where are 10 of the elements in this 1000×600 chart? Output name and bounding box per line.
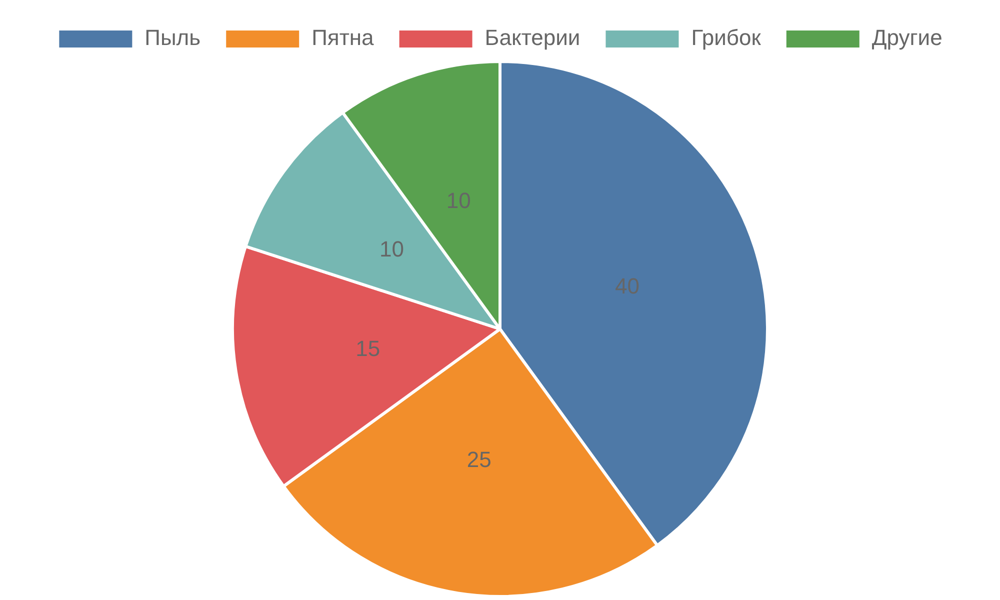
data-label: 15: [356, 336, 380, 361]
legend-label: Пыль: [144, 25, 201, 50]
data-label: 25: [466, 447, 492, 472]
legend-label: Грибок: [691, 25, 762, 50]
data-label: 10: [446, 188, 471, 213]
legend-label: Другие: [872, 25, 942, 50]
data-label: 10: [380, 236, 404, 262]
legend-label: Пятна: [312, 25, 375, 50]
legend-label: Бактерии: [484, 25, 580, 50]
data-label: 40: [614, 274, 640, 299]
